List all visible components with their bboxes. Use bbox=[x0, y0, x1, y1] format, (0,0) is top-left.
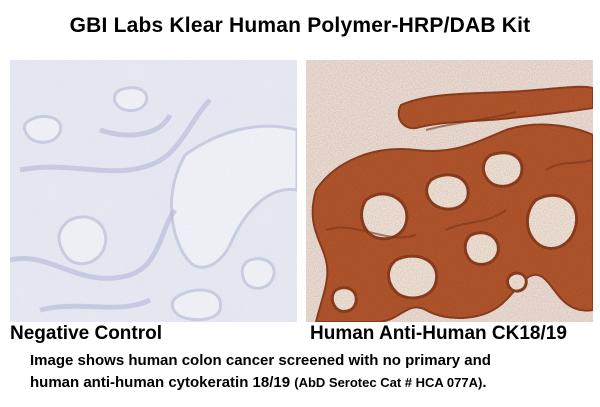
ck18-19-image bbox=[306, 60, 593, 322]
caption-line-2-main: human anti-human cytokeratin 18/19 bbox=[30, 374, 295, 391]
negative-control-image bbox=[10, 60, 297, 322]
caption-line-1: Image shows human colon cancer screened … bbox=[30, 352, 491, 369]
caption-line-2: human anti-human cytokeratin 18/19 (AbD … bbox=[30, 373, 590, 393]
ck18-19-label: Human Anti-Human CK18/19 bbox=[310, 323, 567, 344]
caption-catalog-reference: (AbD Serotec Cat # HCA 077A) bbox=[294, 375, 483, 390]
negative-control-micrograph bbox=[10, 60, 297, 322]
negative-control-label: Negative Control bbox=[10, 323, 163, 344]
caption-line-2-end: . bbox=[482, 374, 487, 391]
figure-title: GBI Labs Klear Human Polymer-HRP/DAB Kit bbox=[69, 14, 531, 37]
ck18-19-micrograph bbox=[306, 60, 593, 322]
